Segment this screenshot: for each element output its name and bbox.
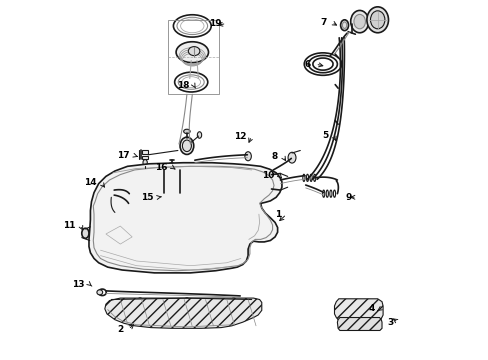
Ellipse shape	[370, 11, 384, 29]
Text: 6: 6	[304, 59, 310, 68]
Ellipse shape	[103, 185, 114, 200]
Text: 7: 7	[320, 18, 326, 27]
Ellipse shape	[183, 129, 190, 134]
Polygon shape	[337, 318, 381, 330]
Text: 18: 18	[176, 81, 189, 90]
Text: 19: 19	[208, 19, 221, 28]
Text: 16: 16	[155, 163, 167, 172]
Ellipse shape	[244, 152, 251, 161]
Text: 13: 13	[72, 280, 84, 289]
Ellipse shape	[184, 298, 189, 301]
Polygon shape	[142, 156, 148, 159]
Polygon shape	[142, 150, 148, 154]
Text: 11: 11	[62, 220, 75, 230]
Ellipse shape	[81, 228, 89, 238]
Ellipse shape	[342, 324, 346, 328]
Ellipse shape	[350, 10, 368, 33]
Ellipse shape	[142, 159, 147, 166]
Polygon shape	[104, 298, 261, 328]
Ellipse shape	[366, 7, 387, 33]
Text: 8: 8	[271, 152, 277, 161]
Text: 3: 3	[386, 318, 392, 327]
Ellipse shape	[372, 324, 376, 328]
Text: 14: 14	[83, 178, 96, 187]
Ellipse shape	[353, 14, 365, 29]
Text: 4: 4	[368, 304, 374, 313]
Text: 10: 10	[262, 171, 274, 180]
Ellipse shape	[163, 188, 180, 198]
Ellipse shape	[97, 290, 102, 295]
Ellipse shape	[180, 137, 193, 154]
Ellipse shape	[163, 165, 180, 175]
Text: 17: 17	[117, 151, 129, 160]
Ellipse shape	[176, 42, 208, 63]
Ellipse shape	[231, 298, 235, 301]
Ellipse shape	[182, 140, 191, 152]
Polygon shape	[334, 299, 382, 320]
Text: 2: 2	[117, 325, 123, 334]
Ellipse shape	[168, 163, 175, 167]
Ellipse shape	[188, 46, 200, 55]
Ellipse shape	[340, 20, 348, 31]
Text: 5: 5	[322, 130, 328, 139]
Text: 9: 9	[345, 193, 351, 202]
Ellipse shape	[138, 298, 142, 301]
Text: 12: 12	[234, 132, 246, 140]
Text: 15: 15	[140, 193, 153, 202]
Ellipse shape	[197, 132, 201, 138]
Polygon shape	[89, 163, 282, 273]
Ellipse shape	[163, 177, 196, 190]
Ellipse shape	[287, 152, 295, 163]
Text: 1: 1	[275, 210, 281, 219]
